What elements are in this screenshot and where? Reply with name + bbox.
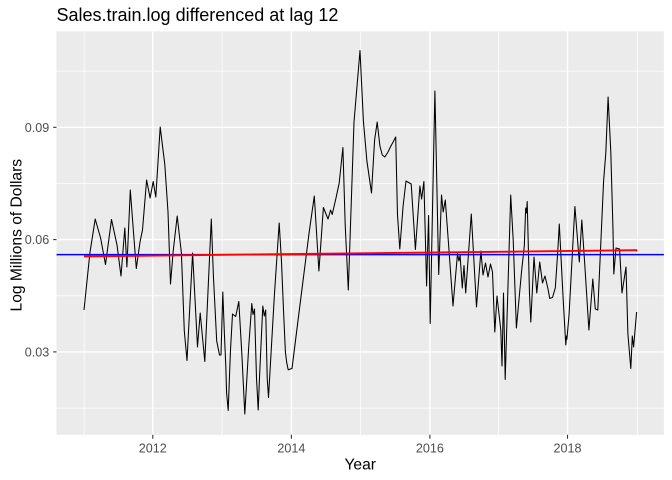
svg-text:2016: 2016 bbox=[416, 442, 444, 456]
svg-text:Sales.train.log differenced at: Sales.train.log differenced at lag 12 bbox=[57, 5, 339, 25]
svg-text:2012: 2012 bbox=[139, 442, 167, 456]
svg-text:2018: 2018 bbox=[553, 442, 581, 456]
svg-text:2014: 2014 bbox=[277, 442, 305, 456]
svg-text:0.03: 0.03 bbox=[25, 346, 50, 360]
svg-text:0.09: 0.09 bbox=[25, 121, 50, 135]
svg-text:0.06: 0.06 bbox=[25, 233, 50, 247]
svg-text:Log Millions of Dollars: Log Millions of Dollars bbox=[8, 159, 25, 312]
svg-text:Year: Year bbox=[344, 457, 376, 474]
